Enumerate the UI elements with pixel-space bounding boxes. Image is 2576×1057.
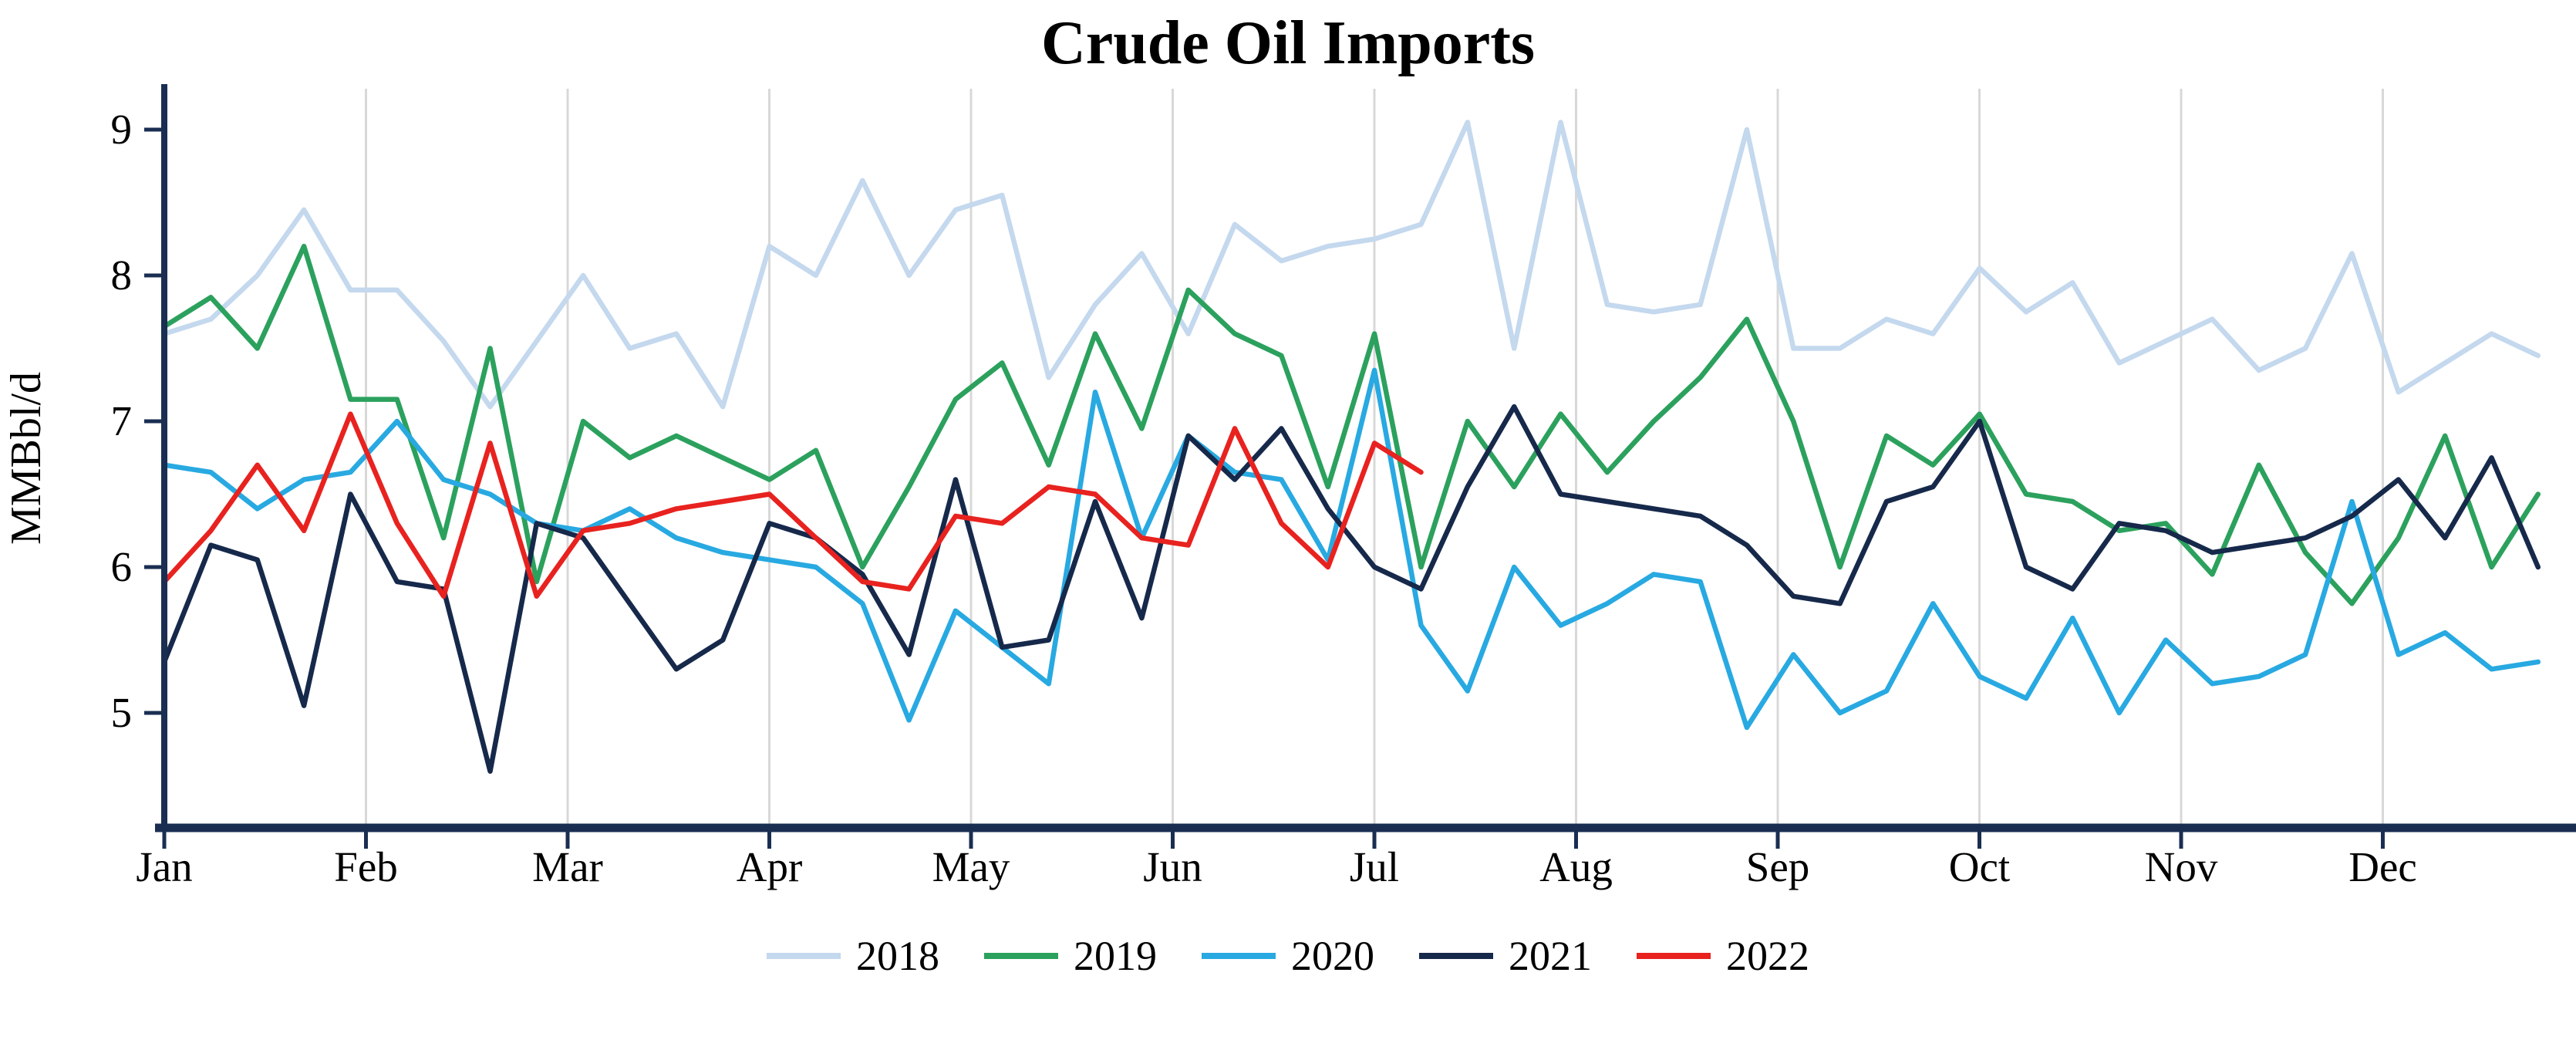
y-tick-label-6: 6 [111, 543, 133, 590]
legend-item-2022: 2022 [1637, 932, 1809, 980]
legend-swatch-2022 [1637, 953, 1711, 959]
legend-item-2020: 2020 [1202, 932, 1374, 980]
series-line-2020 [161, 367, 2541, 731]
x-tick-label-jul: Jul [1350, 843, 1399, 890]
series-line-2018 [161, 120, 2541, 410]
x-tick-label-nov: Nov [2145, 843, 2218, 890]
series-line-2021 [161, 404, 2541, 774]
x-tick-label-aug: Aug [1539, 843, 1613, 890]
x-tick-label-feb: Feb [334, 843, 398, 890]
legend-swatch-2020 [1202, 953, 1276, 959]
legend-swatch-2021 [1419, 953, 1493, 959]
legend-label-2022: 2022 [1726, 933, 1809, 979]
legend-label-2020: 2020 [1291, 933, 1374, 979]
y-tick-label-8: 8 [111, 252, 133, 299]
legend-label-2019: 2019 [1074, 933, 1157, 979]
x-tick-label-jun: Jun [1143, 843, 1202, 890]
y-tick-label-7: 7 [111, 397, 133, 444]
y-tick-label-5: 5 [111, 689, 133, 736]
y-tick-label-9: 9 [111, 106, 133, 153]
chart-title: Crude Oil Imports [1041, 9, 1535, 77]
plot-area: MMBbl/d Jan Feb Mar Apr May Jun Jul Aug Sep Oct No… [2, 84, 2576, 890]
x-tick-label-apr: Apr [737, 843, 803, 890]
legend-label-2018: 2018 [856, 933, 939, 979]
y-axis-label: MMBbl/d [2, 372, 50, 545]
x-tick-label-may: May [932, 843, 1010, 890]
legend-item-2018: 2018 [767, 932, 939, 980]
legend-swatch-2018 [767, 953, 841, 959]
series-line-2022 [161, 411, 1424, 599]
chart: Crude Oil Imports MMBbl/d Jan Feb Mar Apr Ma… [0, 8, 2576, 1057]
legend-item-2021: 2021 [1419, 932, 1592, 980]
x-tick-label-oct: Oct [1949, 843, 2010, 890]
x-tick-label-jan: Jan [136, 843, 192, 890]
legend: 2018 2019 2020 2021 2022 [0, 932, 2576, 980]
x-tick-label-mar: Mar [532, 843, 603, 890]
legend-swatch-2019 [984, 953, 1058, 959]
legend-item-2019: 2019 [984, 932, 1157, 980]
legend-label-2021: 2021 [1509, 933, 1592, 979]
x-tick-label-dec: Dec [2348, 843, 2417, 890]
x-tick-label-sep: Sep [1746, 843, 1810, 890]
